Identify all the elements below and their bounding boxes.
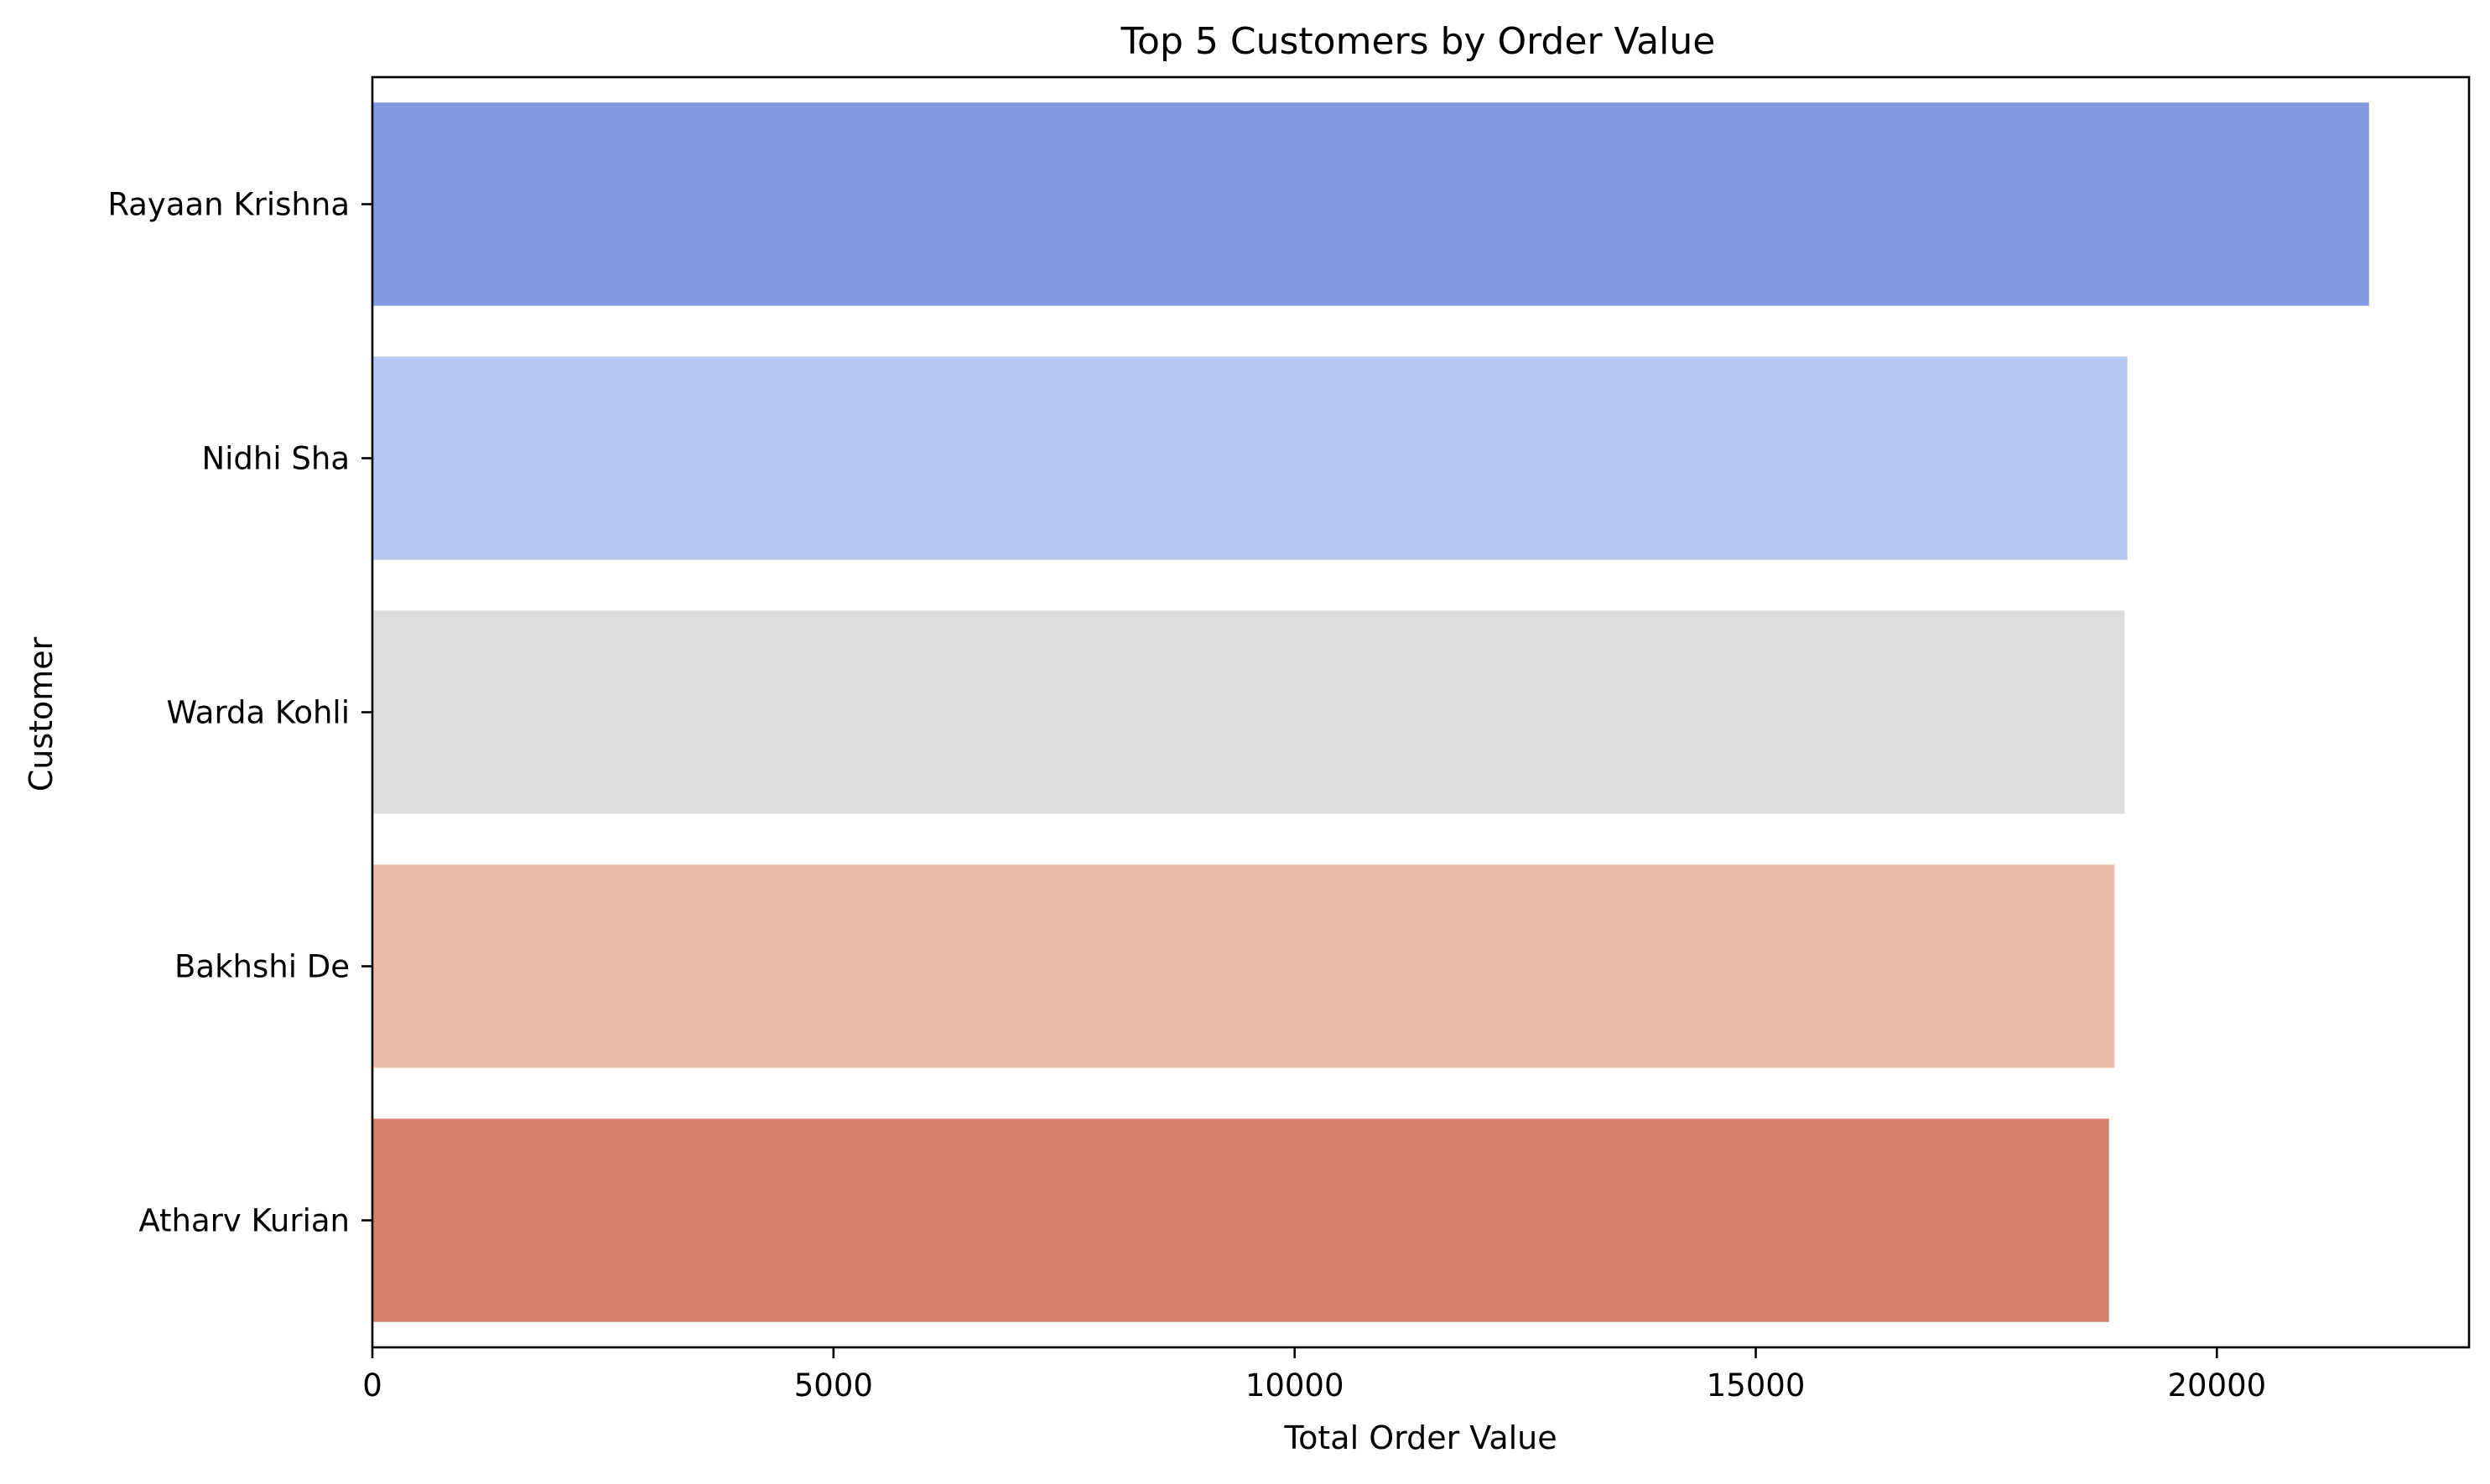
bar (372, 864, 2115, 1068)
x-tick-label: 20000 (2167, 1367, 2266, 1404)
y-tick-label: Atharv Kurian (138, 1203, 350, 1239)
bars (372, 102, 2369, 1322)
x-tick-label: 5000 (794, 1367, 873, 1404)
y-axis-ticks: Rayaan Krishna Nidhi Sha Warda Kohli Bakhsh… (107, 187, 372, 1239)
x-tick-label: 15000 (1707, 1367, 1806, 1404)
x-tick-label: 0 (362, 1367, 382, 1404)
bar (372, 610, 2125, 814)
chart-title: Top 5 Customers by Order Value (1120, 20, 1716, 63)
y-tick-label: Nidhi Sha (201, 441, 350, 477)
x-axis-ticks: 0 5000 10000 15000 20000 (362, 1347, 2266, 1404)
bar (372, 1118, 2109, 1322)
y-tick-label: Rayaan Krishna (107, 187, 350, 223)
x-tick-label: 10000 (1245, 1367, 1344, 1404)
x-axis-label: Total Order Value (1283, 1419, 1557, 1456)
bar (372, 102, 2369, 306)
y-axis-label: Customer (23, 636, 60, 791)
plot-frame (371, 75, 2471, 1349)
bar (372, 356, 2128, 560)
y-tick-label: Warda Kohli (167, 695, 350, 731)
y-tick-label: Bakhshi De (174, 949, 350, 985)
